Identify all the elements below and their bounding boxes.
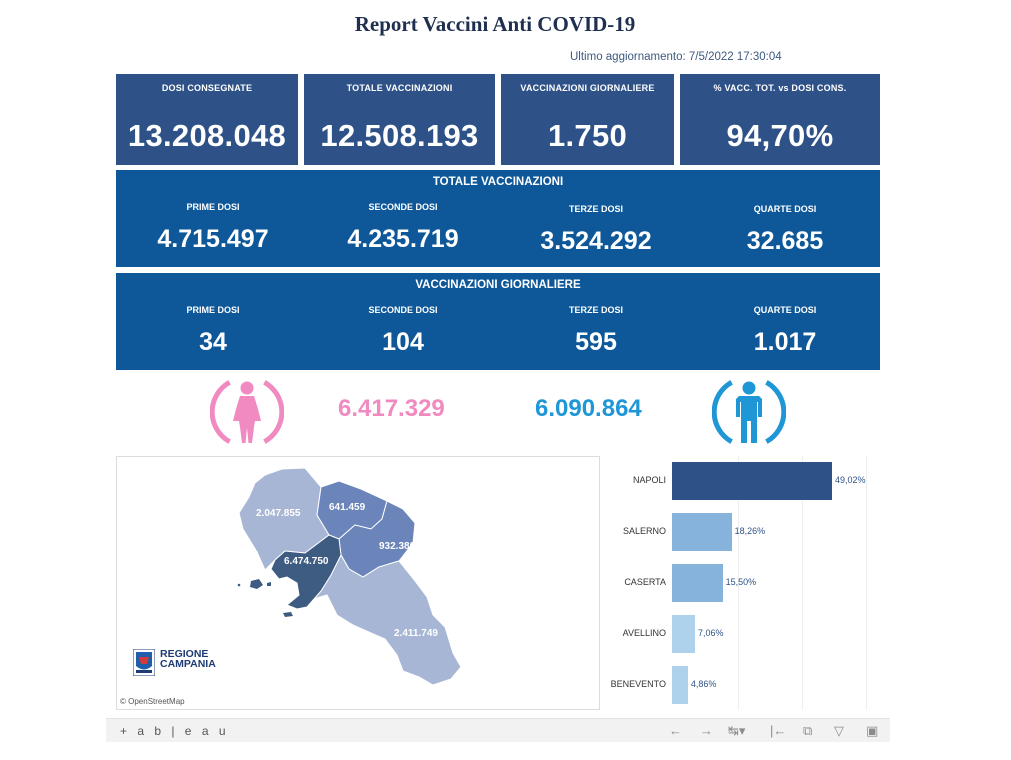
totals-cell: QUARTE DOSI 32.685 — [690, 204, 880, 256]
daily-cell: PRIME DOSI 34 — [118, 305, 308, 357]
female-icon — [210, 380, 284, 444]
bar-category-label: SALERNO — [622, 526, 666, 536]
logo-line-1: REGIONE — [160, 648, 209, 660]
kpi-percentuale: % VACC. TOT. vs DOSI CONS. 94,70% — [680, 74, 880, 165]
daily-cell: TERZE DOSI 595 — [501, 305, 691, 357]
kpi-label: VACCINAZIONI GIORNALIERE — [520, 83, 655, 93]
tableau-toolbar: + a b | e a u ← → ↹▾ |← ⧉ ▽ ▣ — [106, 718, 890, 742]
bar-category-label: NAPOLI — [632, 475, 666, 485]
totals-cell: PRIME DOSI 4.715.497 — [118, 202, 308, 254]
kpi-label: DOSI CONSEGNATE — [161, 83, 253, 93]
campania-emblem-icon — [133, 649, 155, 676]
cell-value: 32.685 — [746, 227, 824, 255]
fullscreen-icon[interactable]: ▣ — [866, 723, 879, 738]
bar-value-label: 18,26% — [734, 526, 766, 536]
bar-avellino[interactable] — [672, 615, 696, 653]
kpi-value: 94,70% — [726, 118, 834, 153]
bar-category-label: AVELLINO — [622, 628, 666, 638]
cell-value: 3.524.292 — [540, 227, 652, 255]
cell-value: 4.715.497 — [157, 225, 269, 253]
bar-category-label: CASERTA — [624, 577, 666, 587]
grid-line — [866, 456, 867, 710]
logo-text: REGIONE CAMPANIA — [160, 648, 216, 670]
cell-value: 104 — [382, 328, 424, 356]
totals-panel: TOTALE VACCINAZIONI PRIME DOSI 4.715.497… — [116, 170, 880, 267]
daily-panel: VACCINAZIONI GIORNALIERE PRIME DOSI 34 S… — [116, 273, 880, 370]
totals-cell: TERZE DOSI 3.524.292 — [501, 204, 691, 256]
bar-category-label: BENEVENTO — [610, 679, 666, 689]
totals-cell: SECONDE DOSI 4.235.719 — [308, 202, 498, 254]
map-label-napoli: 6.474.750 — [284, 556, 329, 567]
bar-value-label: 15,50% — [725, 577, 757, 587]
cell-value: 1.017 — [753, 328, 817, 356]
revert-icon[interactable]: ↹▾ — [728, 723, 746, 738]
cell-value: 595 — [575, 328, 617, 356]
kpi-vaccinazioni-giornaliere: VACCINAZIONI GIORNALIERE 1.750 — [501, 74, 674, 165]
bar-benevento[interactable] — [672, 666, 688, 704]
cell-value: 34 — [199, 328, 227, 356]
redo-icon[interactable]: → — [700, 723, 713, 738]
cell-label: PRIME DOSI — [186, 305, 240, 315]
logo-line-2: CAMPANIA — [160, 658, 216, 670]
kpi-label: TOTALE VACCINAZIONI — [346, 83, 453, 93]
male-icon — [712, 380, 786, 444]
kpi-value: 12.508.193 — [320, 118, 479, 153]
reset-icon[interactable]: |← — [770, 723, 787, 738]
daily-cell: SECONDE DOSI 104 — [308, 305, 498, 357]
bar-caserta[interactable] — [672, 564, 723, 602]
bar-value-label: 4,86% — [690, 679, 717, 689]
download-icon[interactable]: ▽ — [834, 723, 844, 738]
grid-line — [738, 456, 739, 710]
male-total: 6.090.864 — [535, 395, 642, 422]
daily-cell: QUARTE DOSI 1.017 — [690, 305, 880, 357]
province-salerno — [306, 553, 462, 686]
cell-label: QUARTE DOSI — [753, 305, 817, 315]
cell-label: SECONDE DOSI — [368, 305, 438, 315]
kpi-dosi-consegnate: DOSI CONSEGNATE 13.208.048 — [116, 74, 298, 165]
island-capri — [283, 612, 293, 617]
cell-label: QUARTE DOSI — [753, 204, 817, 214]
map-label-benevento: 641.459 — [329, 502, 366, 513]
bar-value-label: 7,06% — [698, 628, 724, 638]
province-bar-chart: NAPOLI 49,02% SALERNO 18,26% CASERTA 15,50% AV… — [600, 456, 890, 710]
bar-salerno[interactable] — [672, 513, 732, 551]
kpi-value: 1.750 — [547, 118, 628, 153]
map-regions — [237, 467, 462, 686]
tableau-logo[interactable]: + a b | e a u — [120, 724, 229, 738]
island-ventotene — [237, 583, 241, 587]
cell-label: TERZE DOSI — [568, 305, 623, 315]
grid-line — [802, 456, 803, 710]
panel-title: VACCINAZIONI GIORNALIERE — [415, 279, 581, 291]
kpi-label: % VACC. TOT. vs DOSI CONS. — [713, 83, 847, 93]
last-updated: Ultimo aggiornamento: 7/5/2022 17:30:04 — [570, 51, 782, 63]
cell-label: SECONDE DOSI — [368, 202, 438, 212]
share-icon[interactable]: ⧉ — [803, 723, 813, 738]
island-procida — [267, 582, 271, 586]
panel-title: TOTALE VACCINAZIONI — [432, 176, 564, 188]
cell-label: PRIME DOSI — [186, 202, 240, 212]
bar-value-label: 49,02% — [835, 475, 866, 485]
female-total: 6.417.329 — [338, 395, 445, 422]
page-title: Report Vaccini Anti COVID-19 — [354, 12, 636, 36]
cell-label: TERZE DOSI — [568, 204, 623, 214]
regione-campania-logo: REGIONE CAMPANIA — [133, 649, 233, 677]
map-attribution[interactable]: © OpenStreetMap — [120, 697, 185, 706]
cell-value: 4.235.719 — [347, 225, 459, 253]
map-label-salerno: 2.411.749 — [394, 628, 438, 639]
island-ischia — [250, 579, 263, 589]
undo-icon[interactable]: ← — [669, 723, 682, 738]
map-label-caserta: 2.047.855 — [256, 508, 301, 519]
map-label-avellino: 932.380 — [379, 541, 416, 552]
province-napoli — [270, 534, 342, 610]
kpi-totale-vaccinazioni: TOTALE VACCINAZIONI 12.508.193 — [304, 74, 495, 165]
bar-napoli[interactable] — [672, 462, 832, 500]
campania-map[interactable]: 2.047.855 641.459 932.380 6.474.750 2.41… — [116, 456, 600, 710]
kpi-value: 13.208.048 — [127, 118, 287, 153]
